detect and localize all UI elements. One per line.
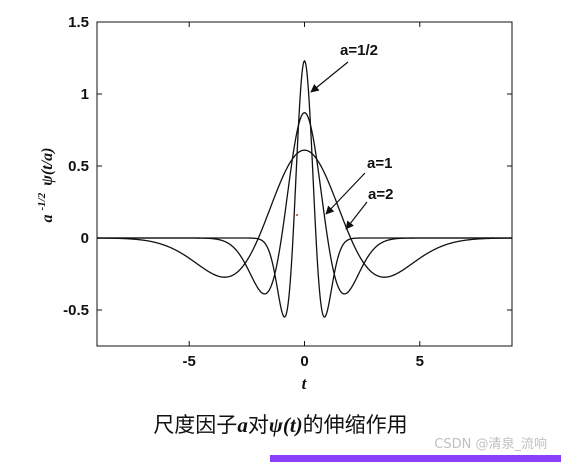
figure-caption: 尺度因子a对ψ(t)的伸缩作用 (0, 409, 561, 439)
annotation-arrow-a-two (345, 201, 368, 230)
y-tick-label: -0.5 (63, 302, 89, 319)
x-tick-label: -5 (183, 353, 196, 370)
x-tick-label: 0 (300, 353, 308, 370)
x-tick-label: 5 (416, 353, 424, 370)
stray-dot (296, 214, 298, 216)
accent-bar (270, 455, 561, 462)
annotation-label-a-one: a=1 (367, 155, 392, 172)
x-axis-label: t (302, 374, 308, 393)
annotation-a-two: a=2 (345, 186, 393, 230)
series-line-a-two (97, 149, 512, 278)
svg-text:a -1/2 ψ(t/a): a -1/2 ψ(t/a) (32, 148, 56, 223)
y-label-exp: -1/2 (36, 192, 48, 210)
annotation-arrow-a-one (325, 172, 366, 215)
annotation-a-half: a=1/2 (310, 42, 378, 93)
watermark: CSDN @清泉_流响 (434, 437, 547, 452)
y-axis-label: a -1/2 ψ(t/a) (32, 148, 56, 223)
annotation-label-a-two: a=2 (368, 186, 393, 203)
y-tick-label: 0 (81, 230, 89, 247)
series-group (97, 59, 512, 318)
plot-frame (96, 21, 513, 347)
caption-part2: 对 (247, 413, 269, 437)
caption-func: ψ(t) (268, 413, 303, 437)
caption-var-a: a (237, 413, 248, 437)
y-tick-label: 0.5 (68, 158, 89, 175)
series-line-a-one (97, 112, 512, 295)
annotation-a-one: a=1 (325, 155, 392, 215)
x-axis: -5 0 5 (183, 22, 424, 370)
y-label-func: ψ(t/a) (39, 148, 56, 186)
y-label-base: a (39, 214, 56, 222)
caption-part1: 尺度因子 (153, 413, 238, 437)
y-tick-label: 1.5 (68, 14, 89, 31)
caption-part3: 的伸缩作用 (302, 413, 408, 437)
series-line-a-half (97, 59, 512, 318)
annotation-arrow-a-half (310, 61, 349, 93)
annotation-label-a-half: a=1/2 (340, 42, 378, 59)
y-axis: 1.5 1 0.5 0 -0.5 (63, 14, 512, 319)
y-tick-label: 1 (81, 86, 89, 103)
